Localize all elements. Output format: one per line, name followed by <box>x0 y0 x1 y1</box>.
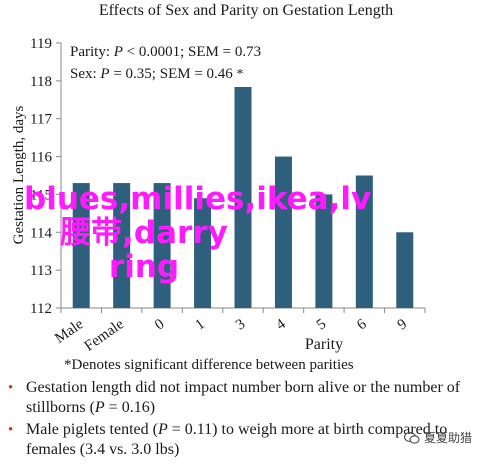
bar <box>234 80 252 308</box>
x-axis-label: Parity <box>305 336 343 353</box>
bar <box>113 183 131 308</box>
bullet-item: • Gestation length did not impact number… <box>8 379 461 416</box>
bar <box>315 194 333 308</box>
footnote: *Denotes significant difference between … <box>64 357 354 373</box>
x-tick-label: 1 <box>193 316 208 333</box>
watermark-text: blues,millies,ikea,lv腰带,darry ring <box>24 181 372 285</box>
bar <box>153 183 171 308</box>
bar <box>274 156 292 308</box>
y-tick-label: 116 <box>30 150 52 166</box>
bar <box>355 175 373 308</box>
y-tick-label: 117 <box>30 112 52 128</box>
stats-sex: Sex: P = 0.35; SEM = 0.46 * <box>70 66 244 82</box>
bullet-icon: • <box>8 380 14 396</box>
y-axis-label: Gestation Length, days <box>11 105 27 244</box>
bar <box>72 183 90 308</box>
bar <box>396 232 414 308</box>
bullet-list: • Gestation length did not impact number… <box>8 378 488 462</box>
stats-parity: Parity: P < 0.0001; SEM = 0.73 <box>70 44 262 60</box>
chart-title: Effects of Sex and Parity on Gestation L… <box>98 2 394 19</box>
bullet-icon: • <box>8 422 14 438</box>
x-tick-label: Female <box>82 316 128 355</box>
bar <box>194 198 212 308</box>
y-tick-label: 115 <box>30 187 52 203</box>
y-tick-label: 114 <box>30 225 52 241</box>
y-tick-label: 113 <box>30 263 52 279</box>
stats-box: Parity: P < 0.0001; SEM = 0.73 Sex: P = … <box>67 40 265 87</box>
y-tick-label: 118 <box>30 74 52 90</box>
x-tick-label: 9 <box>395 316 410 333</box>
bullet-item: • Male piglets tented (P = 0.11) to weig… <box>8 421 448 458</box>
wechat-label: 夏夏助猎 <box>424 431 473 445</box>
y-tick-label: 112 <box>30 301 52 317</box>
x-tick-label: 6 <box>354 316 370 334</box>
wechat-badge: 夏夏助猎 <box>404 429 472 446</box>
y-tick-label: 119 <box>30 36 52 52</box>
x-tick-label: 3 <box>233 316 248 333</box>
x-tick-label: 4 <box>273 316 289 334</box>
wechat-icon <box>404 431 420 444</box>
x-tick-label: 5 <box>314 316 329 333</box>
stats-star: * <box>236 67 244 82</box>
x-tick-label: 0 <box>152 316 167 333</box>
